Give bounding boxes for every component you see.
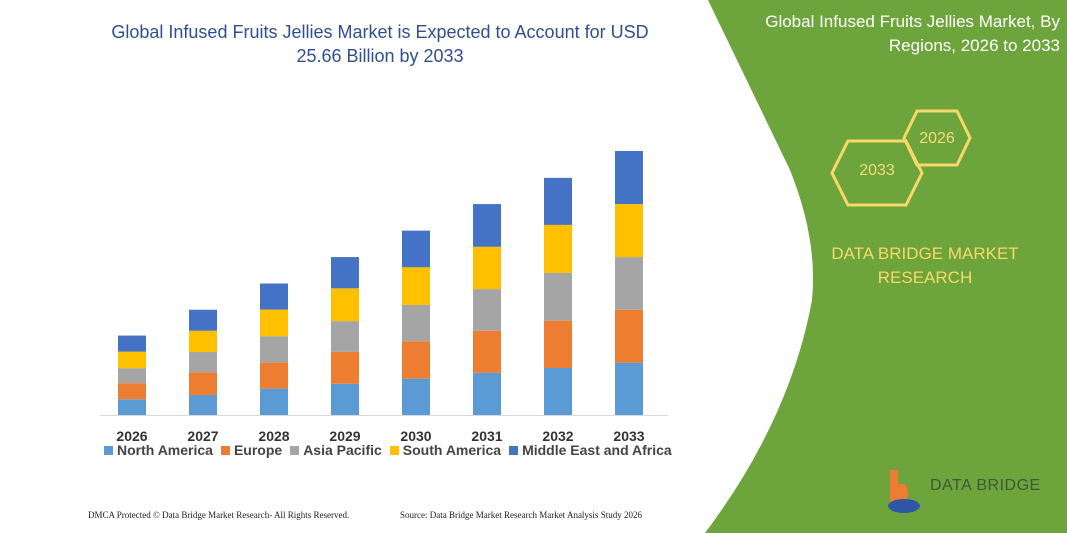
bar-segment-2029-north-america — [331, 383, 359, 415]
chart-title: Global Infused Fruits Jellies Market is … — [111, 22, 649, 66]
bar-segment-2028-europe — [260, 362, 288, 389]
bar-segment-2029-europe — [331, 351, 359, 384]
bar-segment-2033-asia-pacific — [615, 257, 643, 310]
bar-segment-2031-middle-east-and-africa — [473, 204, 501, 247]
bar-segment-2029-asia-pacific — [331, 321, 359, 352]
bar-segment-2032-asia-pacific — [544, 272, 572, 321]
bar-segment-2026-south-america — [118, 351, 146, 369]
legend-swatch — [389, 445, 399, 455]
legend-item: Asia Pacific — [290, 442, 382, 458]
x-tick-label: 2027 — [187, 428, 219, 444]
brand-name: DATA BRIDGE MARKET RESEARCH — [831, 244, 1019, 287]
bar-segment-2032-middle-east-and-africa — [544, 177, 572, 225]
bar-segment-2026-europe — [118, 383, 146, 400]
bar-segment-2033-north-america — [615, 362, 643, 415]
x-tick-label: 2032 — [542, 428, 574, 444]
x-tick-label: 2029 — [329, 428, 361, 444]
legend-item: North America — [104, 442, 213, 458]
bar-segment-2029-middle-east-and-africa — [331, 257, 359, 289]
panel-title: Global Infused Fruits Jellies Market, By… — [765, 12, 1060, 55]
legend-label: Middle East and Africa — [522, 442, 672, 458]
bar-segment-2032-europe — [544, 320, 572, 368]
bar-segment-2032-south-america — [544, 224, 572, 273]
bar-segment-2028-asia-pacific — [260, 336, 288, 363]
data-bridge-logo — [888, 470, 920, 513]
legend-swatch — [220, 445, 230, 455]
hexagon-label-end: 2033 — [859, 162, 895, 179]
x-tick-label: 2033 — [613, 428, 645, 444]
footer-copyright: DMCA Protected © Data Bridge Market Rese… — [88, 510, 350, 520]
bars — [118, 151, 643, 415]
x-tick-label: 2028 — [258, 428, 290, 444]
bar-segment-2026-north-america — [118, 399, 146, 415]
bar-segment-2033-middle-east-and-africa — [615, 151, 643, 205]
legend: North America Europe Asia Pacific South Ame… — [104, 442, 672, 458]
green-panel — [705, 0, 1067, 533]
bar-segment-2026-asia-pacific — [118, 368, 146, 384]
bar-segment-2030-north-america — [402, 378, 430, 415]
bar-segment-2029-south-america — [331, 288, 359, 322]
hexagon-label-start: 2026 — [919, 130, 955, 147]
x-tick-label: 2030 — [400, 428, 432, 444]
bar-segment-2028-south-america — [260, 309, 288, 337]
bar-segment-2033-europe — [615, 309, 643, 363]
bar-segment-2027-north-america — [189, 395, 217, 415]
legend-swatch — [290, 445, 300, 455]
bar-segment-2030-asia-pacific — [402, 304, 430, 342]
legend-item: South America — [389, 442, 502, 458]
bar-segment-2030-europe — [402, 341, 430, 379]
bar-segment-2028-middle-east-and-africa — [260, 283, 288, 310]
bar-segment-2028-north-america — [260, 388, 288, 415]
x-tick-label: 2026 — [116, 428, 148, 444]
x-tick-label: 2031 — [471, 428, 503, 444]
legend-item: Europe — [220, 442, 283, 458]
bar-segment-2032-north-america — [544, 367, 572, 415]
bar-segment-2031-north-america — [473, 372, 501, 415]
bar-segment-2026-middle-east-and-africa — [118, 335, 146, 352]
bar-segment-2027-middle-east-and-africa — [189, 309, 217, 331]
bar-segment-2031-europe — [473, 330, 501, 373]
legend-label: North America — [117, 442, 213, 458]
legend-label: Europe — [233, 442, 283, 458]
hexagon-icon — [902, 109, 972, 167]
bar-segment-2027-asia-pacific — [189, 352, 217, 373]
bar-segment-2027-south-america — [189, 330, 217, 353]
bar-segment-2031-asia-pacific — [473, 289, 501, 331]
bar-segment-2030-middle-east-and-africa — [402, 230, 430, 268]
legend-label: Asia Pacific — [303, 442, 382, 458]
logo-text: DATA BRIDGE — [930, 477, 1041, 494]
legend-swatch — [104, 445, 113, 455]
bar-segment-2030-south-america — [402, 267, 430, 305]
bar-segment-2033-south-america — [615, 204, 643, 258]
bar-segment-2031-south-america — [473, 246, 501, 290]
legend-label: South America — [402, 442, 502, 458]
footer-source: Source: Data Bridge Market Research Mark… — [400, 510, 642, 520]
bar-segment-2027-europe — [189, 372, 217, 396]
legend-item: Middle East and Africa — [509, 442, 672, 458]
legend-swatch — [509, 445, 519, 455]
